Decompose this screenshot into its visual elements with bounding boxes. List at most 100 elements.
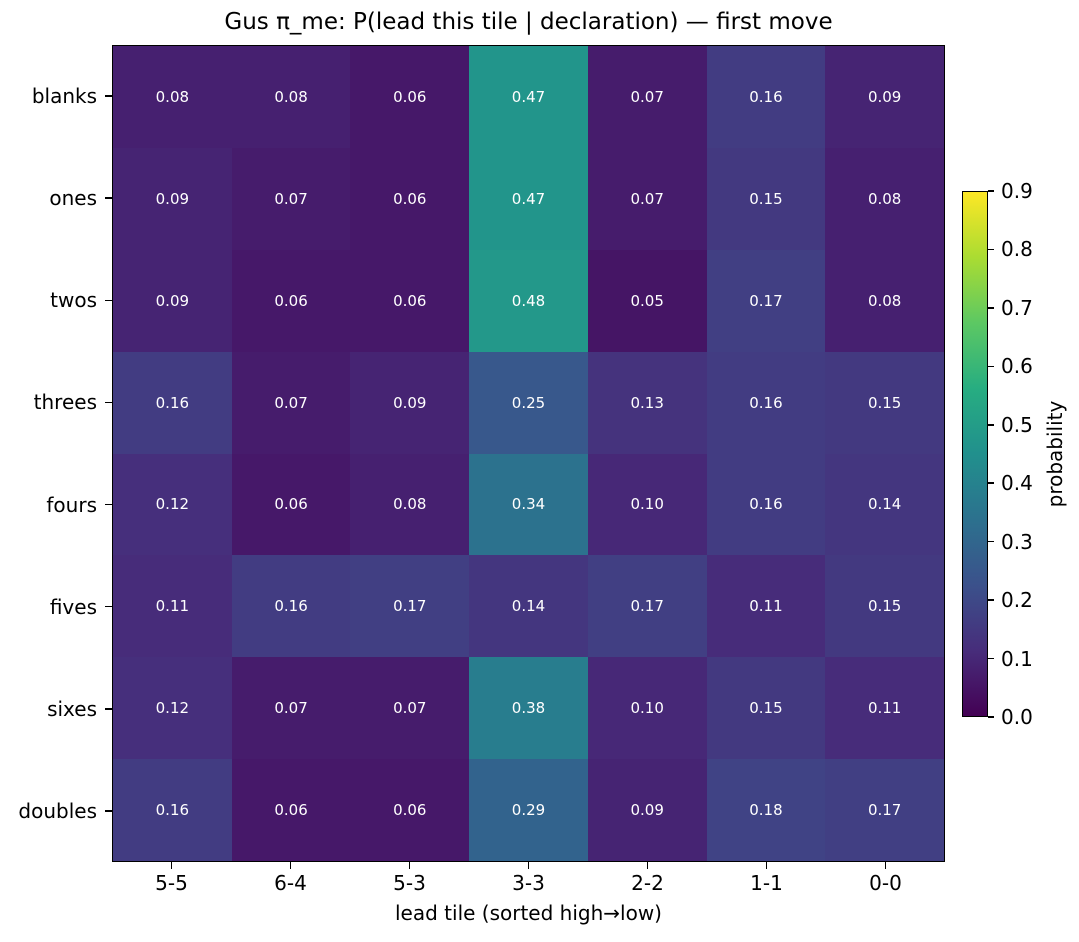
cell-value: 0.48: [511, 291, 546, 310]
colorbar-tick-mark: [988, 307, 994, 309]
x-tick-mark: [646, 862, 649, 869]
cell-value: 0.17: [867, 801, 902, 820]
colorbar-tick-mark: [988, 365, 994, 368]
cell-value: 0.07: [274, 699, 308, 718]
y-tick-mark: [105, 401, 112, 404]
heatmap-cell-fives-2-2: 0.17: [587, 555, 707, 658]
cell-value: 0.08: [274, 87, 308, 106]
heatmap-cell-doubles-0-0: 0.17: [825, 759, 944, 861]
colorbar-tick-mark: [988, 657, 994, 660]
cell-value: 0.15: [867, 597, 902, 616]
y-tick-label-threes: threes: [33, 390, 97, 415]
colorbar-tick-label-0.6: 0.6: [1001, 354, 1033, 379]
cell-value: 0.09: [155, 189, 190, 208]
cell-value: 0.16: [274, 597, 308, 616]
heatmap-cell-doubles-5-5: 0.16: [113, 759, 232, 861]
cell-value: 0.47: [511, 189, 546, 208]
colorbar-tick-label-0.7: 0.7: [1001, 295, 1033, 320]
heatmap-cell-twos-5-3: 0.06: [350, 249, 470, 352]
cell-value: 0.17: [393, 597, 427, 616]
heatmap-cell-fours-2-2: 0.10: [587, 453, 707, 556]
colorbar-tick-label-0.4: 0.4: [1001, 471, 1033, 496]
heatmap-cell-ones-0-0: 0.08: [825, 147, 944, 250]
cell-value: 0.15: [749, 699, 783, 718]
heatmap-cell-blanks-2-2: 0.07: [587, 46, 707, 148]
cell-value: 0.12: [155, 699, 190, 718]
cell-value: 0.17: [630, 597, 664, 616]
heatmap-cell-ones-5-3: 0.06: [350, 147, 470, 250]
cell-value: 0.11: [749, 597, 783, 616]
cell-value: 0.06: [393, 87, 427, 106]
cell-value: 0.14: [511, 597, 546, 616]
y-tick-label-fours: fours: [46, 492, 97, 517]
colorbar: [962, 191, 988, 717]
cell-value: 0.07: [274, 189, 308, 208]
x-tick-label-1-1: 1-1: [750, 871, 783, 895]
heatmap-cell-fours-0-0: 0.14: [825, 453, 944, 556]
heatmap-cell-sixes-3-3: 0.38: [469, 657, 588, 760]
y-tick-mark: [105, 605, 112, 608]
heatmap-cell-doubles-2-2: 0.09: [587, 759, 707, 861]
x-tick-label-0-0: 0-0: [869, 871, 902, 895]
heatmap-cell-blanks-0-0: 0.09: [825, 46, 944, 148]
x-axis-label: lead tile (sorted high→low): [395, 901, 662, 925]
cell-value: 0.07: [630, 189, 664, 208]
heatmap-cell-fours-5-5: 0.12: [113, 453, 232, 556]
x-tick-mark: [884, 862, 887, 869]
y-tick-label-fives: fives: [49, 594, 97, 619]
x-tick-label-6-4: 6-4: [274, 871, 307, 895]
heatmap-cell-threes-6-4: 0.07: [231, 351, 351, 454]
cell-value: 0.06: [393, 189, 427, 208]
cell-value: 0.16: [155, 393, 190, 412]
heatmap-cell-threes-0-0: 0.15: [825, 351, 944, 454]
colorbar-axis-label-text: probability: [1043, 400, 1067, 508]
cell-value: 0.14: [867, 495, 902, 514]
cell-value: 0.17: [749, 291, 783, 310]
y-tick-label-ones: ones: [49, 186, 97, 211]
y-tick-mark: [105, 95, 112, 97]
colorbar-tick-label-0.2: 0.2: [1001, 588, 1033, 613]
cell-value: 0.05: [630, 291, 664, 310]
heatmap-cell-twos-6-4: 0.06: [231, 249, 351, 352]
colorbar-tick-label-0.9: 0.9: [1001, 179, 1033, 203]
heatmap-cell-ones-5-5: 0.09: [113, 147, 232, 250]
heatmap-cell-threes-5-3: 0.09: [350, 351, 470, 454]
y-tick-mark: [105, 299, 112, 302]
heatmap-cell-fives-0-0: 0.15: [825, 555, 944, 658]
x-tick-mark: [408, 862, 411, 869]
colorbar-tick-label-0.5: 0.5: [1001, 412, 1033, 437]
cell-value: 0.08: [155, 87, 190, 106]
heatmap-cell-fives-6-4: 0.16: [231, 555, 351, 658]
cell-value: 0.07: [393, 699, 427, 718]
chart-title: Gus π_me: P(lead this tile | declaration…: [224, 9, 833, 35]
cell-value: 0.38: [511, 699, 546, 718]
y-tick-mark: [105, 197, 112, 199]
heatmap-cell-blanks-6-4: 0.08: [231, 46, 351, 148]
x-tick-label-5-3: 5-3: [393, 871, 426, 895]
y-tick-label-sixes: sixes: [47, 696, 97, 721]
cell-value: 0.25: [511, 393, 546, 412]
cell-value: 0.11: [867, 699, 902, 718]
cell-value: 0.09: [867, 87, 902, 106]
cell-value: 0.13: [630, 393, 664, 412]
heatmap-cell-fours-3-3: 0.34: [469, 453, 588, 556]
cell-value: 0.15: [749, 189, 783, 208]
heatmap-cell-blanks-3-3: 0.47: [469, 46, 588, 148]
heatmap-cell-sixes-6-4: 0.07: [231, 657, 351, 760]
heatmap-cell-ones-1-1: 0.15: [706, 147, 826, 250]
cell-value: 0.16: [155, 801, 190, 820]
heatmap-cell-fives-1-1: 0.11: [706, 555, 826, 658]
heatmap-cell-twos-0-0: 0.08: [825, 249, 944, 352]
heatmap-cell-sixes-1-1: 0.15: [706, 657, 826, 760]
heatmap-cell-ones-2-2: 0.07: [587, 147, 707, 250]
cell-value: 0.16: [749, 87, 783, 106]
cell-value: 0.06: [393, 291, 427, 310]
colorbar-tick-mark: [988, 716, 994, 718]
cell-value: 0.29: [511, 801, 546, 820]
heatmap-cell-blanks-5-3: 0.06: [350, 46, 470, 148]
heatmap-cell-threes-1-1: 0.16: [706, 351, 826, 454]
y-tick-label-twos: twos: [50, 288, 97, 313]
colorbar-tick-label-0.3: 0.3: [1001, 529, 1033, 554]
y-tick-mark: [105, 708, 112, 710]
cell-value: 0.06: [274, 801, 308, 820]
